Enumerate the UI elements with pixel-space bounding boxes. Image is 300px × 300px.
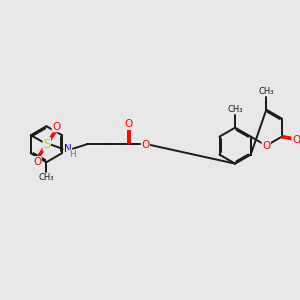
Text: H: H — [69, 150, 75, 159]
Text: O: O — [33, 157, 41, 166]
Text: O: O — [52, 122, 61, 132]
Text: O: O — [141, 140, 150, 150]
Text: O: O — [262, 141, 270, 151]
Text: CH₃: CH₃ — [259, 87, 274, 96]
Text: S: S — [43, 138, 50, 151]
Text: CH₃: CH₃ — [227, 105, 243, 114]
Text: O: O — [125, 119, 133, 130]
Text: O: O — [292, 135, 300, 145]
Text: CH₃: CH₃ — [39, 173, 54, 182]
Text: N: N — [64, 144, 72, 154]
